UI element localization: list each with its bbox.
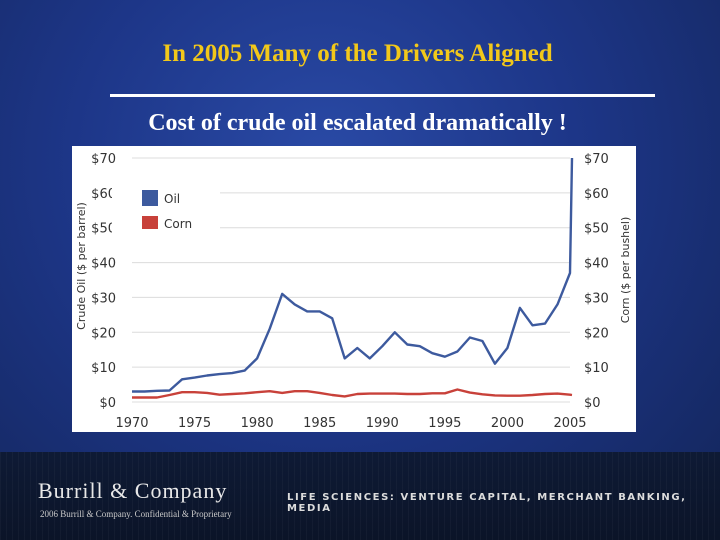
slide-subtitle: Cost of crude oil escalated dramatically… — [148, 110, 567, 136]
oil-corn-chart: $0 $10 $20 $30 $40 $50 $60 $70 $0 $10 $20 $30 $40 $5… — [75, 152, 632, 431]
series-lines — [132, 157, 574, 399]
chart-panel: $0 $10 $20 $30 $40 $50 $60 $70 $0 $10 $20 $30 $40 $5… — [72, 146, 636, 432]
legend-box — [112, 176, 220, 244]
x-tick-label: 1975 — [178, 416, 211, 431]
footer-pattern — [0, 452, 720, 540]
company-logo-text: Burrill & Company — [38, 478, 228, 503]
y-axis-left-ticks: $0 $10 $20 $30 $40 $50 $60 $70 — [91, 152, 116, 411]
y2-tick-label: $30 — [584, 291, 609, 306]
legend: Oil Corn — [112, 176, 220, 244]
slide-title: In 2005 Many of the Drivers Aligned — [162, 40, 553, 67]
legend-swatch-corn — [142, 216, 158, 229]
title-divider — [110, 94, 655, 97]
legend-label-oil: Oil — [164, 192, 180, 206]
x-tick-label: 1970 — [115, 416, 148, 431]
x-tick-label: 1980 — [241, 416, 274, 431]
company-tagline: LIFE SCIENCES: VENTURE CAPITAL, MERCHANT… — [287, 492, 687, 514]
x-tick-label: 2005 — [553, 416, 586, 431]
x-tick-label: 1995 — [428, 416, 461, 431]
y2-tick-label: $0 — [584, 396, 601, 411]
y-tick-label: $10 — [91, 361, 116, 376]
y2-tick-label: $70 — [584, 152, 609, 167]
series-line-corn — [132, 388, 573, 399]
y2-tick-label: $40 — [584, 257, 609, 272]
y-tick-label: $60 — [91, 187, 116, 202]
y2-tick-label: $50 — [584, 222, 609, 237]
y2-tick-label: $60 — [584, 187, 609, 202]
y-tick-label: $30 — [91, 291, 116, 306]
y-axis-right-label: Corn ($ per bushel) — [619, 217, 632, 324]
y-tick-label: $70 — [91, 152, 116, 167]
x-tick-label: 1990 — [366, 416, 399, 431]
y-axis-right-ticks: $0 $10 $20 $30 $40 $50 $60 $70 — [584, 152, 609, 411]
y-tick-label: $50 — [91, 222, 116, 237]
series-line-oil — [132, 157, 574, 393]
y2-tick-label: $20 — [584, 326, 609, 341]
y2-tick-label: $10 — [584, 361, 609, 376]
copyright-text: 2006 Burrill & Company. Confidential & P… — [40, 509, 232, 519]
x-tick-label: 2000 — [491, 416, 524, 431]
legend-swatch-oil — [142, 190, 158, 206]
x-tick-label: 1985 — [303, 416, 336, 431]
x-axis-ticks: 1970 1975 1980 1985 1990 1995 2000 2005 — [115, 416, 586, 431]
y-tick-label: $20 — [91, 326, 116, 341]
legend-label-corn: Corn — [164, 217, 192, 231]
y-tick-label: $40 — [91, 257, 116, 272]
y-tick-label: $0 — [99, 396, 116, 411]
y-axis-left-label: Crude Oil ($ per barrel) — [75, 202, 88, 330]
footer-band — [0, 452, 720, 540]
